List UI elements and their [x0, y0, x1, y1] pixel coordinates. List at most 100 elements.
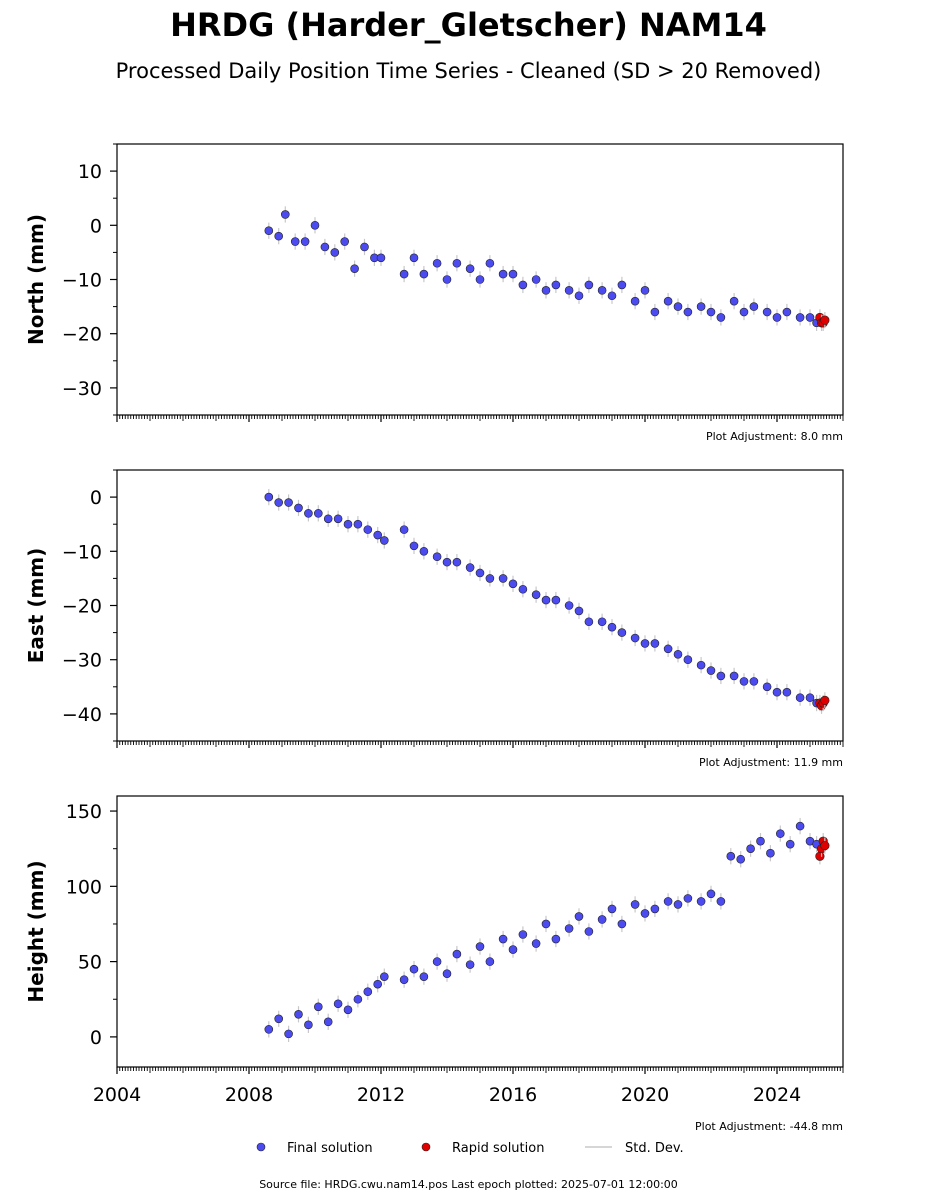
east-final-point	[607, 619, 617, 636]
height-final-point	[746, 840, 755, 857]
north-final-dot	[749, 302, 759, 311]
east-final-dot	[518, 584, 528, 594]
height-final-point	[274, 1010, 284, 1027]
height-final-dot	[584, 927, 594, 936]
north-final-point	[650, 303, 660, 321]
height-ytick-label: 100	[66, 876, 102, 898]
east-final-point	[313, 505, 323, 522]
north-final-dot	[772, 313, 782, 322]
height-final-point	[640, 905, 650, 922]
height-final-point	[683, 890, 693, 907]
north-final-point	[772, 309, 782, 326]
height-final-dot	[736, 854, 746, 864]
east-final-point	[551, 591, 561, 609]
height-final-dot	[475, 942, 485, 951]
north-final-dot	[508, 269, 518, 279]
north-final-point	[320, 238, 330, 256]
height-final-point	[264, 1021, 274, 1038]
north-final-point	[409, 249, 419, 266]
east-final-point	[574, 602, 584, 620]
height-final-dot	[333, 999, 343, 1009]
height-final-dot	[574, 912, 584, 921]
east-final-point	[373, 526, 383, 544]
east-final-dot	[452, 557, 462, 567]
north-rapid-dot	[820, 315, 830, 325]
height-final-dot	[564, 924, 574, 933]
north-ytick-label: 10	[78, 161, 102, 183]
north-final-point	[640, 282, 650, 299]
north-final-point	[617, 276, 627, 294]
north-final-dot	[597, 286, 607, 295]
north-final-dot	[350, 264, 359, 273]
height-final-point	[531, 935, 541, 952]
east-final-dot	[564, 601, 574, 610]
north-final-dot	[360, 242, 369, 252]
height-final-dot	[274, 1014, 284, 1024]
east-final-point	[518, 581, 528, 598]
north-final-dot	[551, 280, 561, 290]
east-final-point	[541, 591, 551, 609]
height-final-dot	[294, 1010, 303, 1019]
north-final-dot	[782, 307, 792, 317]
east-rapid-point	[820, 692, 830, 709]
north-final-point	[706, 303, 716, 321]
north-final-point	[683, 303, 693, 321]
height-final-point	[508, 941, 518, 958]
north-final-point	[551, 276, 561, 294]
height-final-point	[313, 998, 323, 1015]
north-final-dot	[485, 258, 495, 268]
height-final-dot	[597, 915, 607, 924]
east-final-dot	[498, 574, 508, 583]
north-ytick-label: −30	[62, 378, 102, 400]
height-final-point	[564, 920, 574, 937]
north-marks	[264, 206, 830, 331]
north-final-point	[782, 303, 792, 321]
east-final-dot	[795, 693, 805, 702]
east-final-point	[663, 640, 673, 657]
north-final-dot	[696, 302, 706, 311]
east-final-dot	[541, 595, 551, 605]
east-final-dot	[607, 622, 617, 632]
east-final-point	[452, 554, 462, 571]
north-final-point	[274, 228, 284, 245]
north-final-dot	[673, 302, 683, 311]
height-final-dot	[531, 939, 541, 948]
height-final-dot	[409, 964, 419, 974]
east-final-dot	[663, 644, 673, 654]
height-final-dot	[551, 934, 561, 944]
height-plot-adjustment: Plot Adjustment: -44.8 mm	[695, 1120, 843, 1133]
height-final-point	[706, 885, 716, 902]
north-final-point	[663, 293, 673, 310]
height-final-dot	[284, 1029, 293, 1039]
north-final-point	[280, 206, 290, 223]
north-plot-adjustment: Plot Adjustment: 8.0 mm	[706, 430, 843, 443]
height-final-dot	[726, 851, 736, 861]
height-final-point	[805, 833, 815, 850]
east-final-dot	[363, 525, 373, 534]
chart-title: HRDG (Harder_Gletscher) NAM14	[170, 6, 767, 44]
height-final-point	[617, 915, 627, 933]
height-final-point	[399, 971, 409, 988]
height-ylabel: Height (mm)	[24, 860, 48, 1002]
height-ytick-label: 0	[90, 1027, 102, 1049]
east-final-dot	[284, 498, 293, 507]
east-final-dot	[683, 655, 693, 665]
east-final-point	[465, 559, 475, 576]
north-final-point	[749, 298, 759, 315]
height-xtick-label: 2004	[93, 1084, 141, 1106]
east-final-point	[323, 510, 333, 527]
north-final-point	[432, 255, 442, 272]
height-xtick-label: 2020	[621, 1084, 669, 1106]
north-final-dot	[290, 237, 300, 246]
east-final-point	[696, 656, 706, 674]
east-final-dot	[531, 590, 541, 599]
north-rapid-point	[820, 312, 830, 329]
north-final-dot	[432, 258, 442, 268]
east-final-point	[729, 667, 739, 685]
east-final-dot	[739, 677, 749, 686]
east-plot-frame	[116, 469, 844, 742]
north-final-point	[607, 287, 617, 304]
east-final-point	[795, 689, 805, 706]
height-final-dot	[785, 839, 795, 849]
